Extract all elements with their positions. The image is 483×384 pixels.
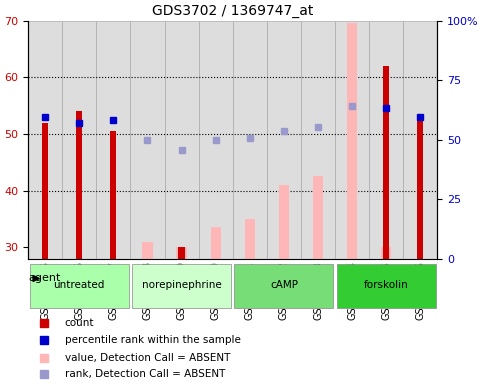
Bar bbox=[335, 21, 369, 258]
Text: norepinephrine: norepinephrine bbox=[142, 280, 221, 290]
Text: cAMP: cAMP bbox=[270, 280, 298, 290]
Bar bbox=[347, 23, 357, 258]
Text: forskolin: forskolin bbox=[364, 280, 409, 290]
Bar bbox=[301, 21, 335, 258]
Bar bbox=[233, 21, 267, 258]
Text: value, Detection Call = ABSENT: value, Detection Call = ABSENT bbox=[65, 353, 230, 362]
Bar bbox=[96, 21, 130, 258]
Text: rank, Detection Call = ABSENT: rank, Detection Call = ABSENT bbox=[65, 369, 225, 379]
Text: agent: agent bbox=[28, 273, 61, 283]
Bar bbox=[132, 264, 231, 308]
Bar bbox=[179, 247, 185, 258]
Bar bbox=[176, 247, 187, 258]
Bar bbox=[199, 21, 233, 258]
Bar bbox=[279, 185, 289, 258]
Bar bbox=[142, 242, 153, 258]
Bar bbox=[337, 264, 436, 308]
Bar bbox=[381, 247, 391, 258]
Bar bbox=[267, 21, 301, 258]
Bar bbox=[28, 21, 62, 258]
Bar bbox=[42, 122, 48, 258]
Text: count: count bbox=[65, 318, 94, 328]
Bar bbox=[130, 21, 165, 258]
Bar bbox=[30, 264, 128, 308]
Bar bbox=[417, 117, 424, 258]
Bar bbox=[76, 111, 82, 258]
Text: untreated: untreated bbox=[54, 280, 105, 290]
Bar bbox=[165, 21, 199, 258]
Text: percentile rank within the sample: percentile rank within the sample bbox=[65, 335, 241, 345]
Bar bbox=[62, 21, 96, 258]
Bar bbox=[211, 227, 221, 258]
Title: GDS3702 / 1369747_at: GDS3702 / 1369747_at bbox=[152, 4, 313, 18]
Bar bbox=[383, 66, 389, 258]
Bar bbox=[403, 21, 438, 258]
Bar bbox=[234, 264, 333, 308]
Bar bbox=[313, 176, 323, 258]
Bar bbox=[110, 131, 116, 258]
Bar bbox=[369, 21, 403, 258]
Bar bbox=[245, 219, 255, 258]
